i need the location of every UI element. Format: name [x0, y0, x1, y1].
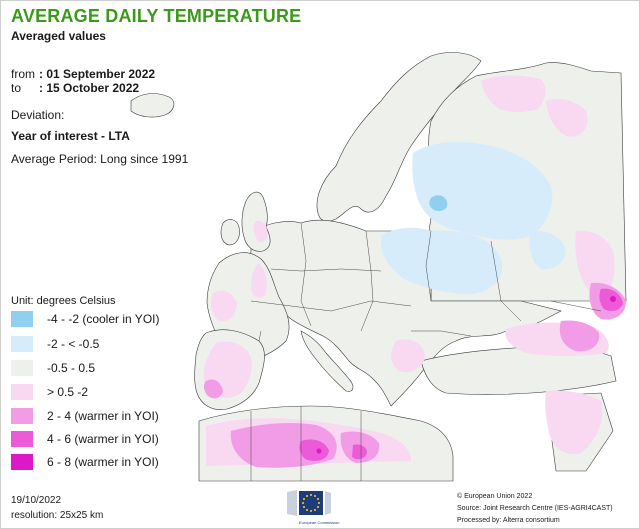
map-resolution: resolution: 25x25 km: [11, 510, 104, 521]
legend-swatch: [11, 408, 33, 424]
region-cooler-light: [381, 141, 566, 295]
deviation-label: Deviation:: [11, 108, 65, 122]
legend-item: 6 - 8 (warmer in YOI): [11, 454, 211, 472]
legend-item: 2 - 4 (warmer in YOI): [11, 408, 211, 426]
region-cooler-strong: [429, 195, 448, 212]
period-to-label: to: [11, 81, 22, 95]
legend-label: 6 - 8 (warmer in YOI): [47, 455, 159, 469]
country-borders: [250, 222, 602, 481]
region-warmer-extreme: [316, 296, 616, 454]
legend-swatch: [11, 384, 33, 400]
legend-swatch: [11, 431, 33, 447]
legend-label: -0.5 - 0.5: [47, 361, 96, 375]
legend-label: -2 - < -0.5: [47, 337, 100, 351]
data-source: Source: Joint Research Centre (IES-AGRI4…: [457, 505, 613, 512]
average-period: Average Period: Long since 1991: [11, 152, 189, 166]
period-to-value: : 15 October 2022: [39, 81, 140, 95]
legend-swatch: [11, 454, 33, 470]
legend-label: 4 - 6 (warmer in YOI): [47, 432, 159, 446]
logo-caption: European Commission: [299, 520, 340, 525]
legend-item: 4 - 6 (warmer in YOI): [11, 431, 211, 449]
legend-swatch: [11, 360, 33, 376]
period-from-label: from: [11, 67, 35, 81]
legend-label: 2 - 4 (warmer in YOI): [47, 409, 159, 423]
legend-swatch: [11, 311, 33, 327]
period-from-value: : 01 September 2022: [39, 67, 156, 81]
legend-swatch: [11, 336, 33, 352]
map-title: AVERAGE DAILY TEMPERATURE: [11, 6, 302, 26]
map-date: 19/10/2022: [11, 495, 62, 506]
legend-item: > 0.5 -2: [11, 384, 211, 402]
legend-unit: Unit: degrees Celsius: [11, 295, 116, 307]
legend-item: -4 - -2 (cooler in YOI): [11, 311, 211, 329]
copyright: © European Union 2022: [457, 493, 533, 500]
processed-by: Processed by: Alterra consortium: [457, 517, 560, 524]
european-commission-logo: [285, 488, 333, 518]
legend-label: -4 - -2 (cooler in YOI): [47, 312, 160, 326]
legend-item: -0.5 - 0.5: [11, 360, 211, 378]
map-subtitle: Averaged values: [11, 29, 106, 43]
deviation-comparison: Year of interest - LTA: [11, 129, 130, 143]
legend-item: -2 - < -0.5: [11, 336, 211, 354]
legend-label: > 0.5 -2: [47, 385, 89, 399]
